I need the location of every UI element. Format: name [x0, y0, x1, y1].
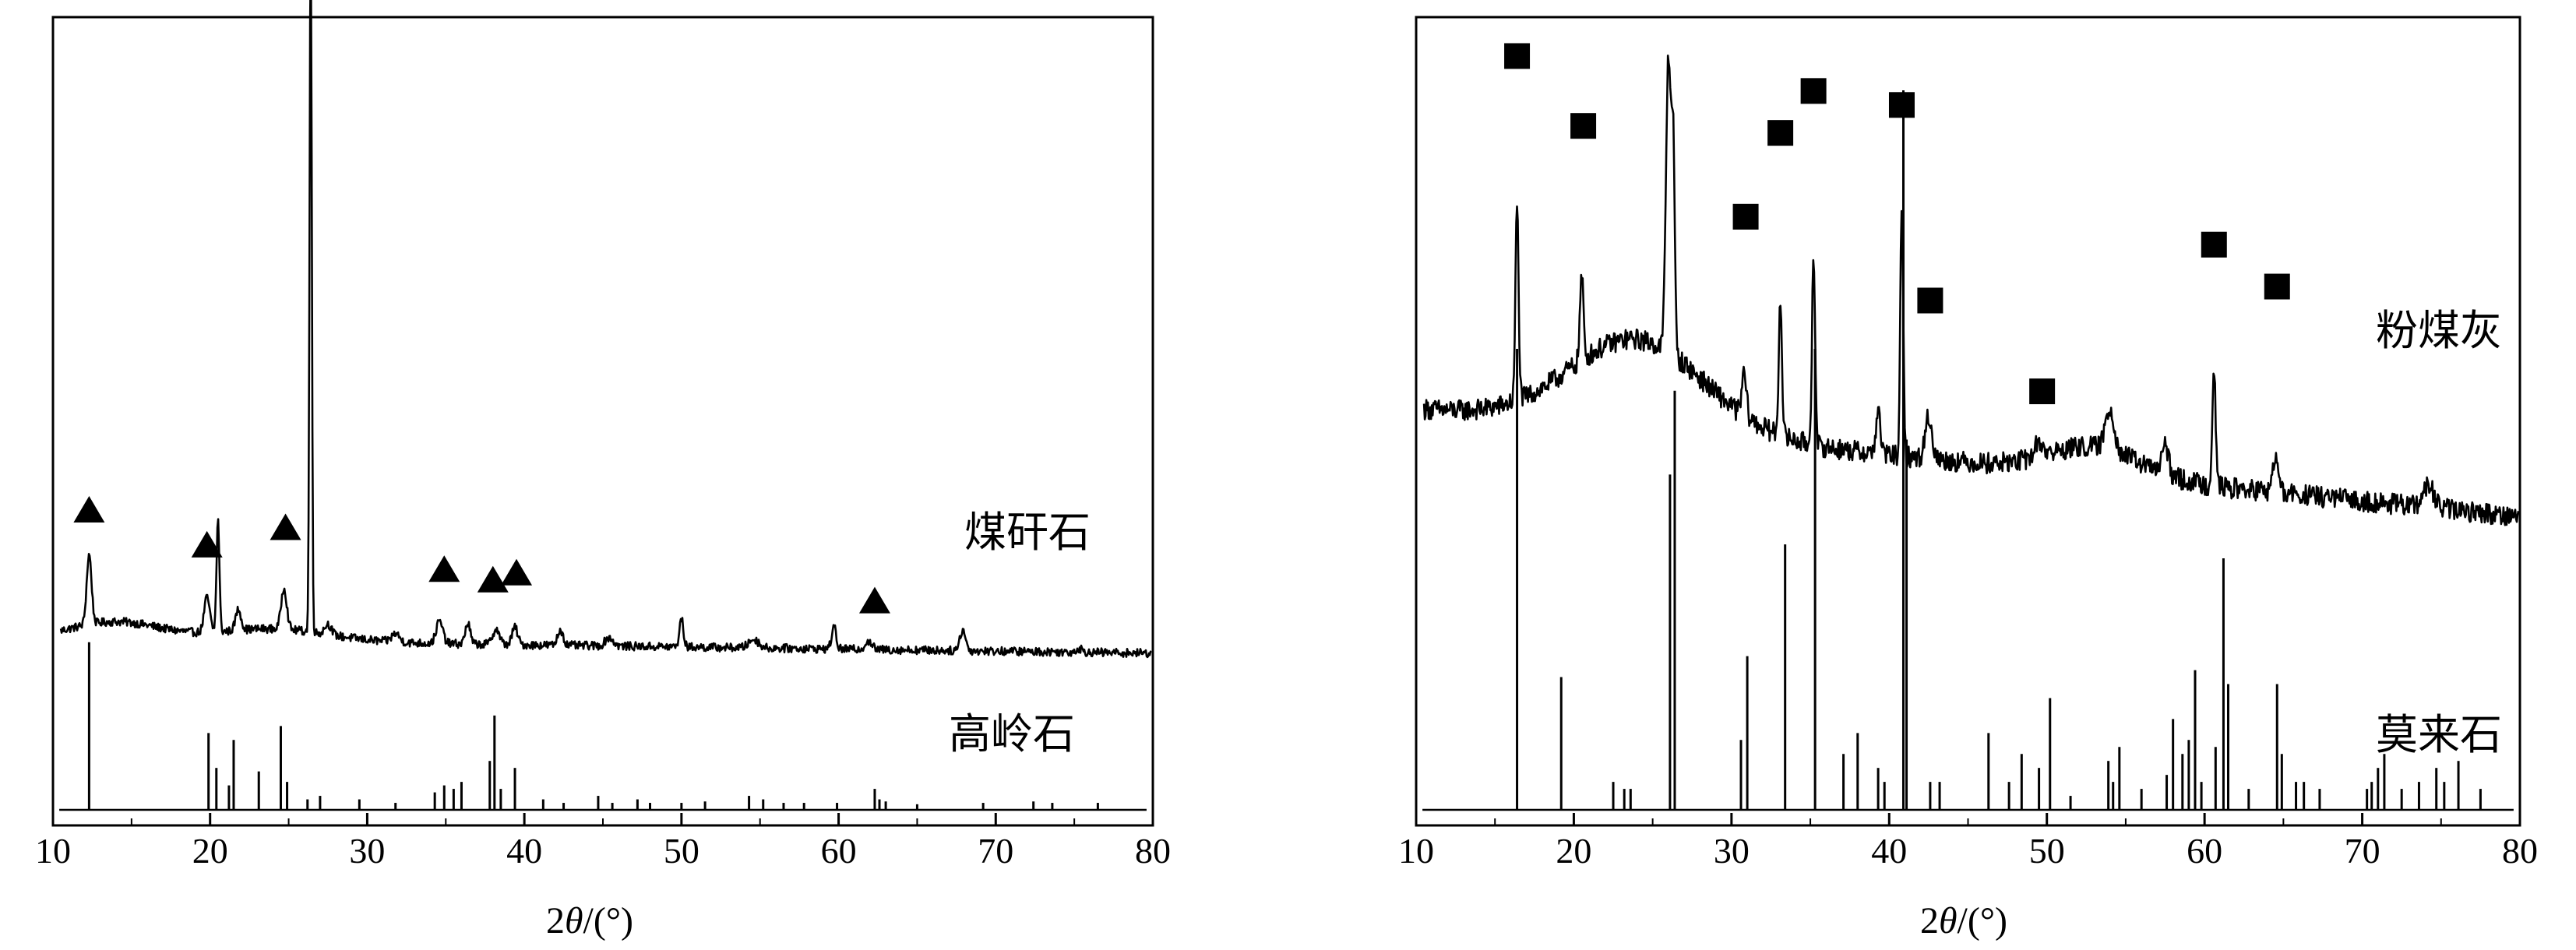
peak-marker-triangle-left-2 — [270, 513, 301, 540]
peak-marker-square-right-5 — [1800, 78, 1827, 104]
series-line-sample-right — [1422, 55, 2520, 526]
peak-marker-triangle-left-0 — [73, 496, 105, 523]
peak-marker-triangle-left-5 — [501, 558, 533, 586]
peak-marker-triangle-left-3 — [428, 555, 460, 582]
peak-marker-triangle-left-1 — [191, 530, 223, 558]
peak-marker-triangle-left-6 — [858, 586, 890, 614]
peak-marker-square-right-6 — [1888, 92, 1915, 118]
x-tick-label-right-30: 30 — [1714, 831, 1750, 871]
x-tick-label-left-40: 40 — [506, 831, 542, 871]
peak-marker-square-right-8 — [2029, 378, 2056, 405]
label-kaolinite: 高岭石 — [949, 709, 1075, 758]
x-tick-label-left-80: 80 — [1135, 831, 1171, 871]
peak-marker-square-right-7 — [1917, 287, 1943, 314]
x-tick-label-left-60: 60 — [821, 831, 857, 871]
label-fly-ash: 粉煤灰 — [2376, 306, 2502, 355]
peak-marker-square-right-0 — [1504, 43, 1531, 69]
x-tick-label-right-50: 50 — [2029, 831, 2065, 871]
peak-marker-square-right-4 — [1767, 120, 1794, 146]
x-tick-label-right-70: 70 — [2345, 831, 2380, 871]
x-tick-label-right-80: 80 — [2502, 831, 2538, 871]
x-tick-label-left-70: 70 — [978, 831, 1013, 871]
x-tick-label-left-10: 10 — [35, 831, 71, 871]
panel-fly-ash: 粉煤灰 莫来石 2θ/(°) 10 20 30 40 50 60 70 80 — [1398, 16, 2538, 941]
x-tick-label-right-10: 10 — [1398, 831, 1434, 871]
x-tick-label-left-20: 20 — [192, 831, 228, 871]
plot-frame-left — [51, 16, 1154, 827]
x-tick-label-right-40: 40 — [1871, 831, 1907, 871]
x-tick-label-left-50: 50 — [664, 831, 700, 871]
panel-coal-gangue: 煤矸石 高岭石 2θ/(°) 10 20 30 40 50 60 70 80 — [35, 0, 1171, 941]
label-coal-gangue: 煤矸石 — [964, 508, 1091, 557]
peak-marker-square-right-3 — [1732, 203, 1759, 230]
x-tick-label-right-60: 60 — [2187, 831, 2222, 871]
peak-marker-square-right-9 — [2201, 231, 2227, 258]
x-tick-label-left-30: 30 — [349, 831, 385, 871]
x-tick-label-right-20: 20 — [1556, 831, 1591, 871]
label-mullite: 莫来石 — [2376, 710, 2502, 759]
series-line-sample-left — [59, 0, 1152, 659]
x-axis-title-right: 2θ/(°) — [1920, 900, 2007, 941]
x-axis-title-left: 2θ/(°) — [546, 900, 633, 941]
peak-marker-square-right-10 — [2264, 273, 2290, 300]
peak-marker-square-right-1 — [1570, 113, 1597, 139]
peak-marker-triangle-left-4 — [477, 565, 509, 593]
